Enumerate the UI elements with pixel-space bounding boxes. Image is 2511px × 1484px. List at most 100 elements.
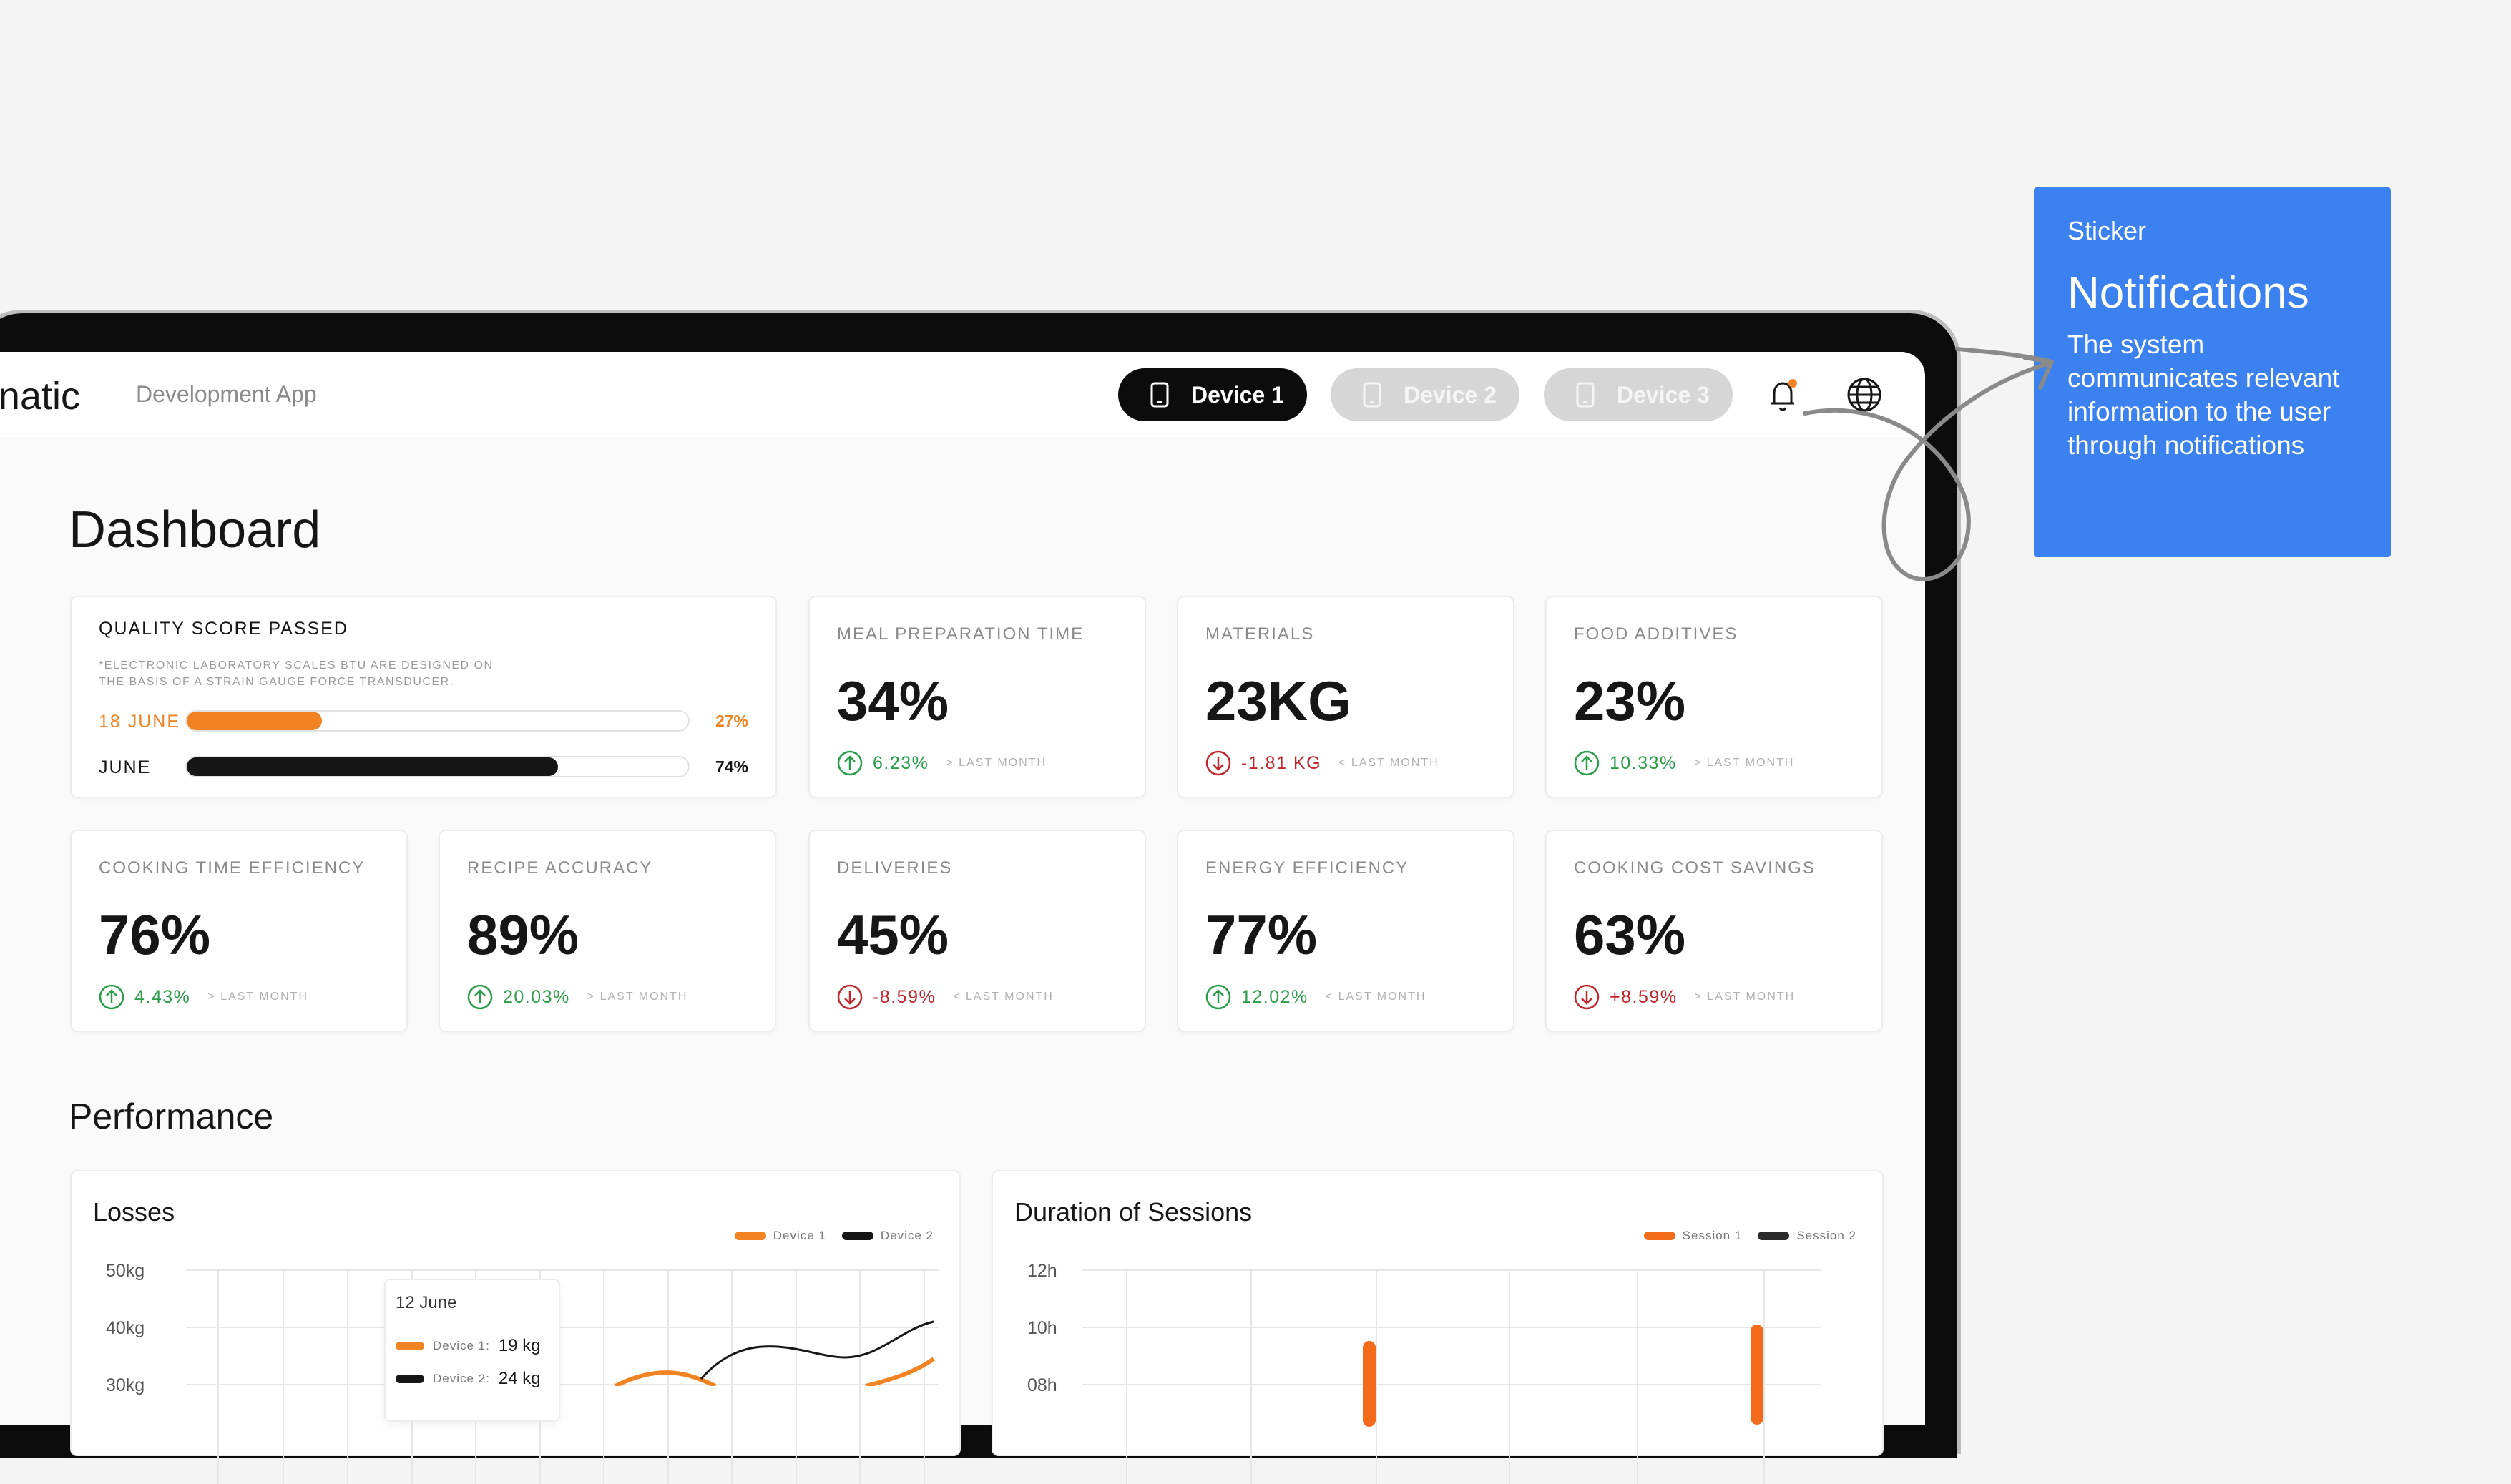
metric-card: COOKING TIME EFFICIENCY 76% 4.43% > LAST MO… bbox=[70, 830, 408, 1032]
y-tick-label: 12h bbox=[1027, 1261, 1057, 1281]
tooltip-date: 12 June bbox=[396, 1293, 457, 1312]
metric-value: 63% bbox=[1574, 903, 1686, 966]
trend-icon-part bbox=[1581, 991, 1592, 1005]
device-tab[interactable]: Device 1 bbox=[1118, 368, 1307, 421]
trend-icon-part bbox=[1574, 750, 1600, 776]
notifications-button-part bbox=[1771, 379, 1797, 411]
device-icon-part bbox=[1150, 382, 1169, 408]
language-button[interactable] bbox=[1846, 376, 1883, 413]
language-button-part bbox=[1847, 378, 1881, 412]
legend-item: Session 2 bbox=[1758, 1229, 1856, 1243]
metric-value: 89% bbox=[467, 903, 579, 966]
metric-title: COOKING COST SAVINGS bbox=[1574, 858, 1816, 878]
session-bar bbox=[1750, 1325, 1763, 1425]
metric-value: 23KG bbox=[1205, 669, 1351, 732]
sticker-label: Sticker bbox=[2067, 216, 2147, 245]
trend-icon-part bbox=[837, 984, 863, 1010]
trend-icon-part bbox=[99, 984, 124, 1010]
device-tab-label: Device 3 bbox=[1617, 381, 1710, 408]
chart-title: Losses bbox=[93, 1197, 175, 1227]
trend-icon-part bbox=[467, 984, 493, 1010]
trend-icon bbox=[1574, 750, 1600, 776]
metric-change: 4.43% bbox=[134, 986, 191, 1007]
grid-line-vertical bbox=[347, 1269, 349, 1484]
device-tab-label: Device 2 bbox=[1404, 381, 1497, 408]
metric-note: < LAST MONTH bbox=[953, 991, 1054, 1003]
app-name: Development App bbox=[136, 381, 317, 407]
metric-change-row: 4.43% > LAST MONTH bbox=[99, 984, 308, 1010]
legend-swatch bbox=[1643, 1232, 1675, 1240]
screenshot: Sticker Notifications The system communica… bbox=[0, 187, 2391, 1484]
device-tab-label: Device 1 bbox=[1191, 381, 1284, 408]
chart-legend: Device 1 Device 2 bbox=[734, 1229, 934, 1243]
metric-title: MEAL PREPARATION TIME bbox=[837, 624, 1085, 644]
legend-label: Session 1 bbox=[1682, 1229, 1743, 1242]
metric-value: 45% bbox=[837, 903, 949, 966]
device-icon-part bbox=[1576, 382, 1595, 408]
y-tick-label: 50kg bbox=[106, 1261, 145, 1281]
metric-change-row: 12.02% < LAST MONTH bbox=[1205, 984, 1426, 1010]
metric-change: +8.59% bbox=[1610, 986, 1678, 1007]
metric-note: > LAST MONTH bbox=[1693, 757, 1795, 769]
metric-note: > LAST MONTH bbox=[946, 757, 1047, 769]
trend-icon-part bbox=[837, 750, 863, 776]
metric-note: > LAST MONTH bbox=[207, 991, 309, 1003]
trend-icon-part bbox=[844, 991, 856, 1005]
legend-label: Device 1 bbox=[773, 1229, 826, 1242]
metric-change-row: -8.59% < LAST MONTH bbox=[837, 984, 1054, 1010]
device-tab[interactable]: Device 3 bbox=[1544, 368, 1733, 421]
page-title: Dashboard bbox=[69, 501, 321, 559]
notifications-button[interactable] bbox=[1767, 378, 1801, 413]
legend-swatch bbox=[841, 1232, 873, 1240]
legend-label: Device 2 bbox=[880, 1229, 934, 1242]
tooltip-name: Device 1: bbox=[433, 1339, 490, 1352]
tooltip-swatch bbox=[396, 1375, 424, 1383]
trend-icon-part bbox=[1574, 984, 1600, 1010]
metric-note: < LAST MONTH bbox=[1338, 757, 1439, 769]
device-icon-part bbox=[1150, 382, 1169, 408]
trend-icon-part bbox=[99, 984, 124, 1010]
device-tab[interactable]: Device 2 bbox=[1331, 368, 1519, 421]
tooltip-value: 24 kg bbox=[498, 1369, 541, 1388]
bar-label: JUNE bbox=[99, 757, 152, 777]
chart-title: Duration of Sessions bbox=[1014, 1197, 1253, 1227]
y-tick-label: 40kg bbox=[106, 1318, 145, 1338]
metric-value: 34% bbox=[837, 669, 949, 732]
legend-item: Device 1 bbox=[734, 1229, 826, 1243]
sticker: Sticker Notifications The system communica… bbox=[2034, 187, 2391, 557]
tooltip-row: Device 2: 24 kg bbox=[396, 1369, 541, 1389]
metric-value: 76% bbox=[99, 903, 211, 966]
metric-note: < LAST MONTH bbox=[1325, 991, 1426, 1003]
tooltip-name: Device 2: bbox=[433, 1372, 490, 1385]
grid-line bbox=[1082, 1269, 1821, 1271]
chart-card: Losses Device 1 Device 2 50kg 40kg 30kg 12 Jun… bbox=[70, 1170, 961, 1484]
bar-label: 18 JUNE bbox=[99, 712, 181, 732]
grid-line bbox=[186, 1327, 939, 1328]
progress-fill bbox=[187, 757, 558, 776]
trend-icon-part bbox=[1205, 750, 1231, 776]
metric-card: FOOD ADDITIVES 23% 10.33% > LAST MONTH bbox=[1545, 596, 1883, 798]
trend-icon-part bbox=[837, 750, 863, 776]
sticker-text: The system communicates relevant informa… bbox=[2067, 330, 2340, 460]
chart-card: Duration of Sessions Session 1 Session 2 12… bbox=[992, 1170, 1884, 1484]
metric-title: ENERGY EFFICIENCY bbox=[1205, 858, 1409, 878]
grid-line bbox=[186, 1269, 939, 1271]
metric-title: FOOD ADDITIVES bbox=[1574, 624, 1738, 644]
trend-icon-part bbox=[1213, 757, 1224, 771]
trend-icon bbox=[467, 984, 493, 1010]
trend-icon bbox=[837, 984, 863, 1010]
trend-icon bbox=[1574, 984, 1600, 1010]
device-icon bbox=[1362, 381, 1382, 408]
page: Dashboard screenshot { "sticker": {"labe… bbox=[0, 187, 2391, 1484]
metric-title: MATERIALS bbox=[1205, 624, 1315, 644]
trend-icon-part bbox=[844, 755, 856, 770]
section-title: Performance bbox=[69, 1096, 274, 1136]
notifications-button-part bbox=[1771, 382, 1794, 411]
grid-line-vertical bbox=[667, 1269, 669, 1484]
trend-icon-part bbox=[1205, 984, 1231, 1010]
legend-swatch bbox=[734, 1232, 766, 1240]
legend-label: Session 2 bbox=[1796, 1229, 1856, 1242]
metric-note: > LAST MONTH bbox=[1694, 991, 1796, 1003]
progress-track bbox=[185, 710, 690, 732]
trend-icon-part bbox=[1574, 750, 1600, 776]
